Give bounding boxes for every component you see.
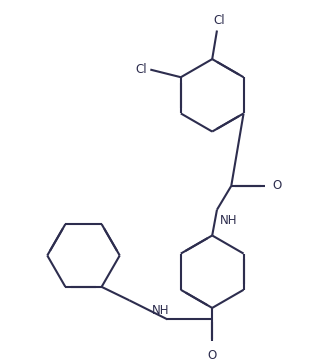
Text: Cl: Cl [213, 14, 225, 27]
Text: O: O [272, 179, 281, 192]
Text: O: O [208, 349, 217, 361]
Text: Cl: Cl [136, 63, 148, 76]
Text: NH: NH [220, 214, 237, 227]
Text: NH: NH [152, 304, 169, 317]
